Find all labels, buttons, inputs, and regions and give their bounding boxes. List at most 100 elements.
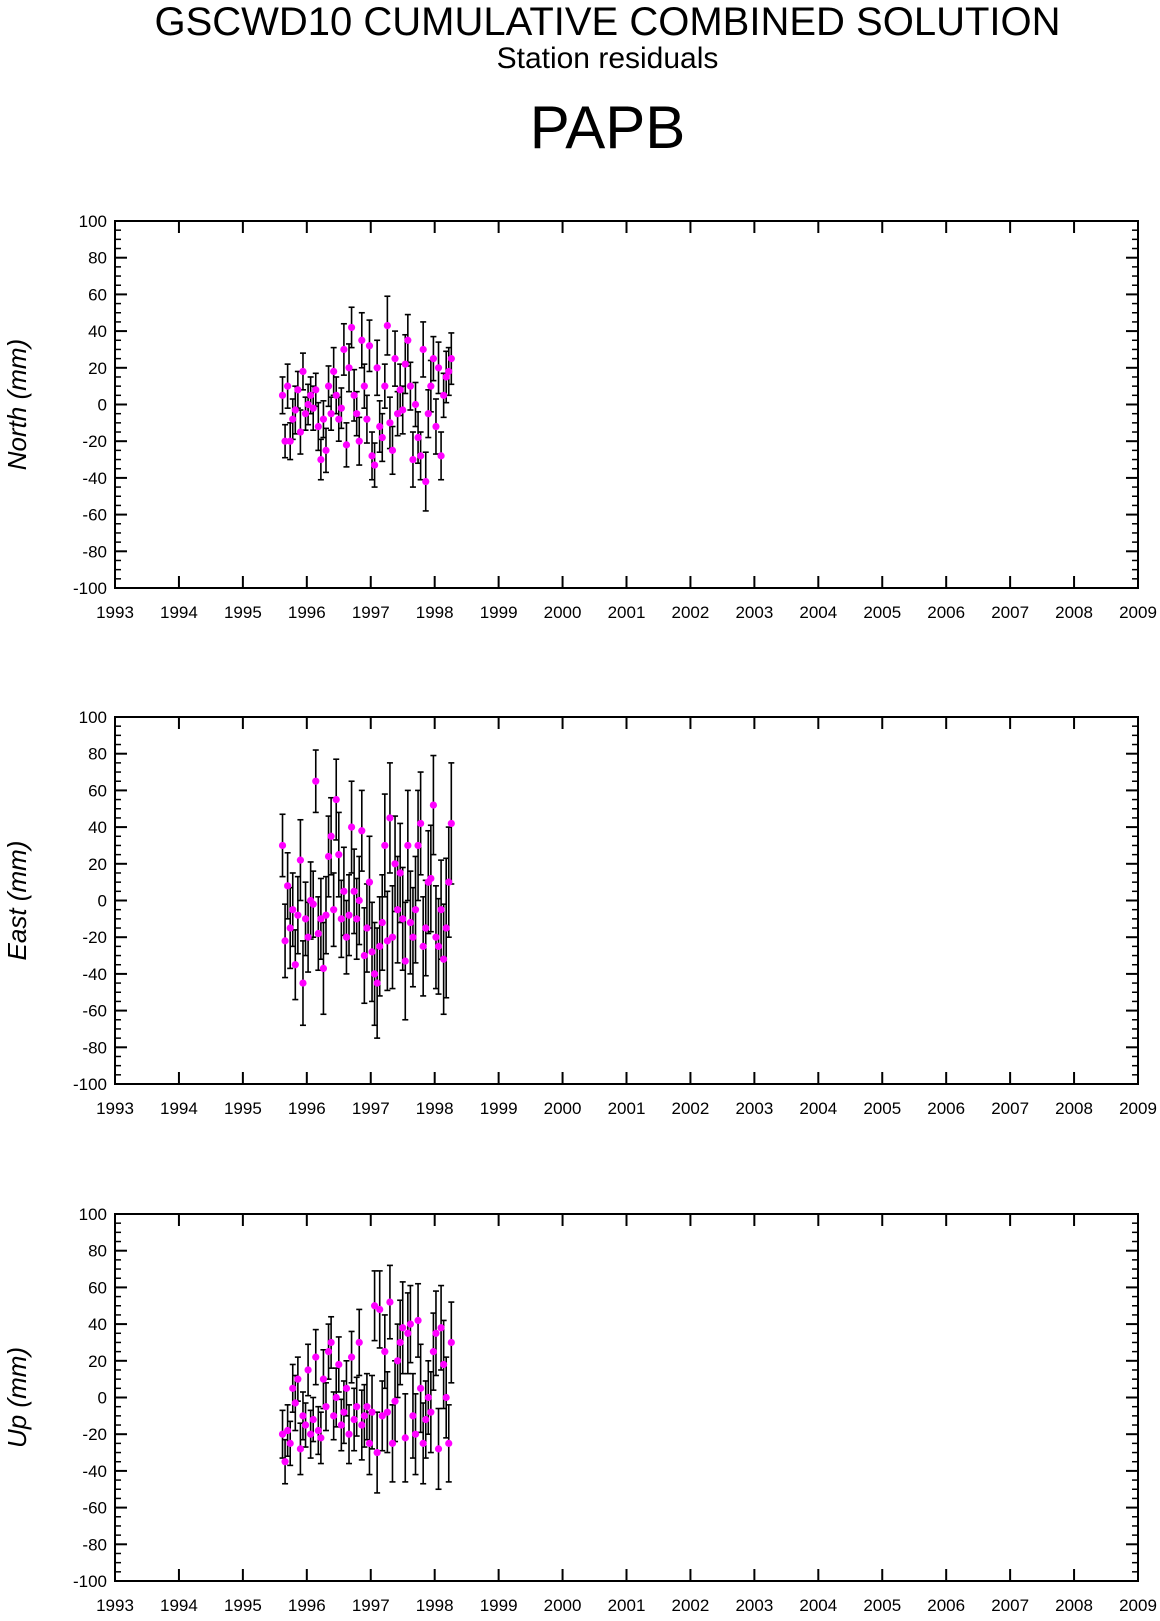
data-point: [440, 955, 448, 963]
y-tick-label: -20: [82, 1425, 107, 1444]
x-tick-label: 1996: [288, 603, 326, 622]
data-point: [291, 406, 299, 414]
y-tick-label: 100: [79, 1205, 107, 1224]
data-point: [358, 336, 366, 344]
page-title: GSCWD10 CUMULATIVE COMBINED SOLUTION: [154, 0, 1061, 44]
data-point: [376, 422, 384, 431]
y-tick-label: -20: [82, 432, 107, 451]
data-point: [401, 1434, 409, 1442]
data-point: [355, 896, 363, 905]
x-tick-label: 2007: [991, 1596, 1029, 1615]
x-tick-label: 1996: [288, 1099, 326, 1118]
data-point: [312, 777, 320, 785]
data-point: [291, 1399, 299, 1407]
x-tick-label: 2000: [544, 603, 582, 622]
data-point: [368, 1408, 376, 1416]
data-point: [386, 1298, 394, 1306]
y-tick-label: 0: [98, 396, 107, 415]
data-point: [442, 1393, 450, 1402]
y-tick-label: 0: [98, 1389, 107, 1408]
data-point: [381, 1348, 389, 1356]
data-point: [281, 937, 289, 945]
data-point: [391, 1397, 399, 1405]
x-tick-label: 2004: [799, 1596, 837, 1615]
data-point: [355, 437, 363, 445]
data-point: [319, 964, 328, 972]
data-point: [314, 422, 322, 431]
x-tick-label: 1998: [416, 1099, 454, 1118]
data-point: [301, 1421, 310, 1429]
page-subtitle: Station residuals: [496, 42, 719, 75]
y-tick-label: 20: [88, 1352, 107, 1371]
data-point: [278, 841, 287, 850]
data-point: [294, 386, 302, 394]
data-point: [429, 801, 438, 809]
data-point: [404, 1329, 412, 1337]
x-tick-label: 1998: [416, 603, 454, 622]
data-point: [417, 819, 425, 828]
data-point: [360, 382, 368, 390]
data-point: [422, 477, 430, 486]
y-tick-label: -60: [82, 1002, 107, 1021]
data-point: [324, 1348, 333, 1356]
data-point: [414, 1316, 422, 1325]
data-point: [296, 428, 305, 436]
data-point: [381, 841, 389, 850]
y-tick-label: 60: [88, 781, 107, 800]
data-point: [406, 382, 414, 390]
data-point: [434, 364, 443, 372]
data-point: [437, 452, 445, 460]
data-point: [327, 410, 335, 418]
data-point: [330, 367, 338, 376]
data-point: [440, 391, 448, 399]
x-tick-label: 1998: [416, 1596, 454, 1615]
data-point: [309, 900, 317, 908]
data-point: [381, 382, 389, 390]
data-point: [314, 929, 322, 938]
chart-panel-2: 1993 1994 1995 1996 1997 1998 1999 2000 2001 2002…: [2, 1205, 1157, 1615]
x-tick-label: 2001: [608, 1099, 646, 1118]
y-tick-label: -80: [82, 1038, 107, 1057]
data-point: [414, 841, 422, 850]
data-point: [383, 937, 391, 945]
data-point: [447, 1338, 455, 1347]
y-tick-label: 80: [88, 745, 107, 764]
data-point: [411, 906, 420, 914]
y-axis-label: Up (mm): [2, 1347, 32, 1448]
data-point: [411, 400, 420, 409]
y-tick-label: -80: [82, 542, 107, 561]
data-point: [286, 1439, 294, 1447]
x-tick-label: 2004: [799, 603, 837, 622]
plot-frame: [114, 716, 1139, 1085]
data-point: [317, 455, 325, 464]
y-tick-label: -20: [82, 928, 107, 947]
x-tick-label: 1999: [480, 1596, 518, 1615]
data-point: [322, 446, 330, 454]
data-point: [342, 933, 351, 941]
data-point: [337, 404, 345, 412]
data-point: [327, 832, 335, 840]
x-tick-label: 1995: [224, 1596, 262, 1615]
data-point: [307, 1430, 315, 1438]
data-point: [427, 1408, 435, 1416]
data-point: [386, 419, 394, 427]
data-point: [373, 1448, 381, 1457]
data-point: [376, 1305, 384, 1314]
data-point: [368, 948, 376, 956]
data-point: [353, 410, 361, 418]
data-point: [319, 1375, 328, 1383]
data-point: [358, 827, 366, 835]
data-point: [373, 364, 381, 372]
data-point: [347, 1353, 356, 1361]
data-point: [324, 382, 333, 390]
data-point: [363, 924, 371, 932]
data-point: [417, 1384, 425, 1392]
data-point: [406, 1320, 414, 1328]
data-point: [378, 918, 386, 927]
data-point: [434, 942, 443, 950]
y-tick-label: -100: [73, 579, 107, 598]
x-tick-label: 2003: [735, 603, 773, 622]
chart-panel-1: 1993 1994 1995 1996 1997 1998 1999 2000 2001 2002…: [2, 708, 1157, 1118]
data-point: [289, 415, 297, 423]
data-point: [376, 942, 384, 950]
